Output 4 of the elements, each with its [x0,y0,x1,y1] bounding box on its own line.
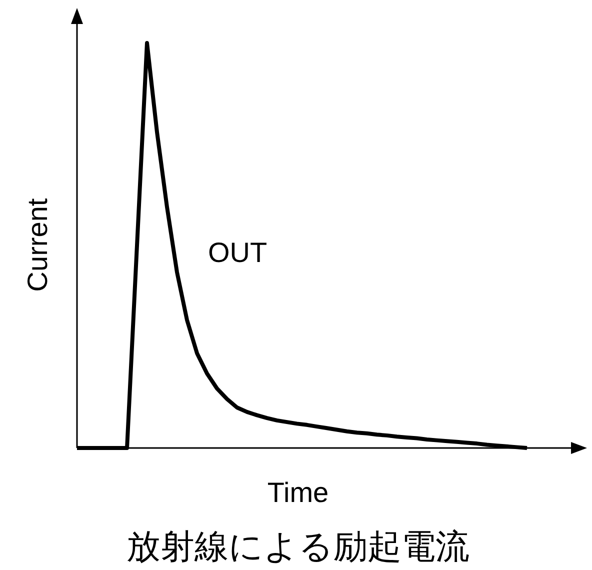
y-axis-title: Current [22,198,53,292]
text: 放射線による励起電流 [126,528,470,566]
series-label: OUT [208,237,268,268]
x-axis-title: Time [267,477,329,508]
